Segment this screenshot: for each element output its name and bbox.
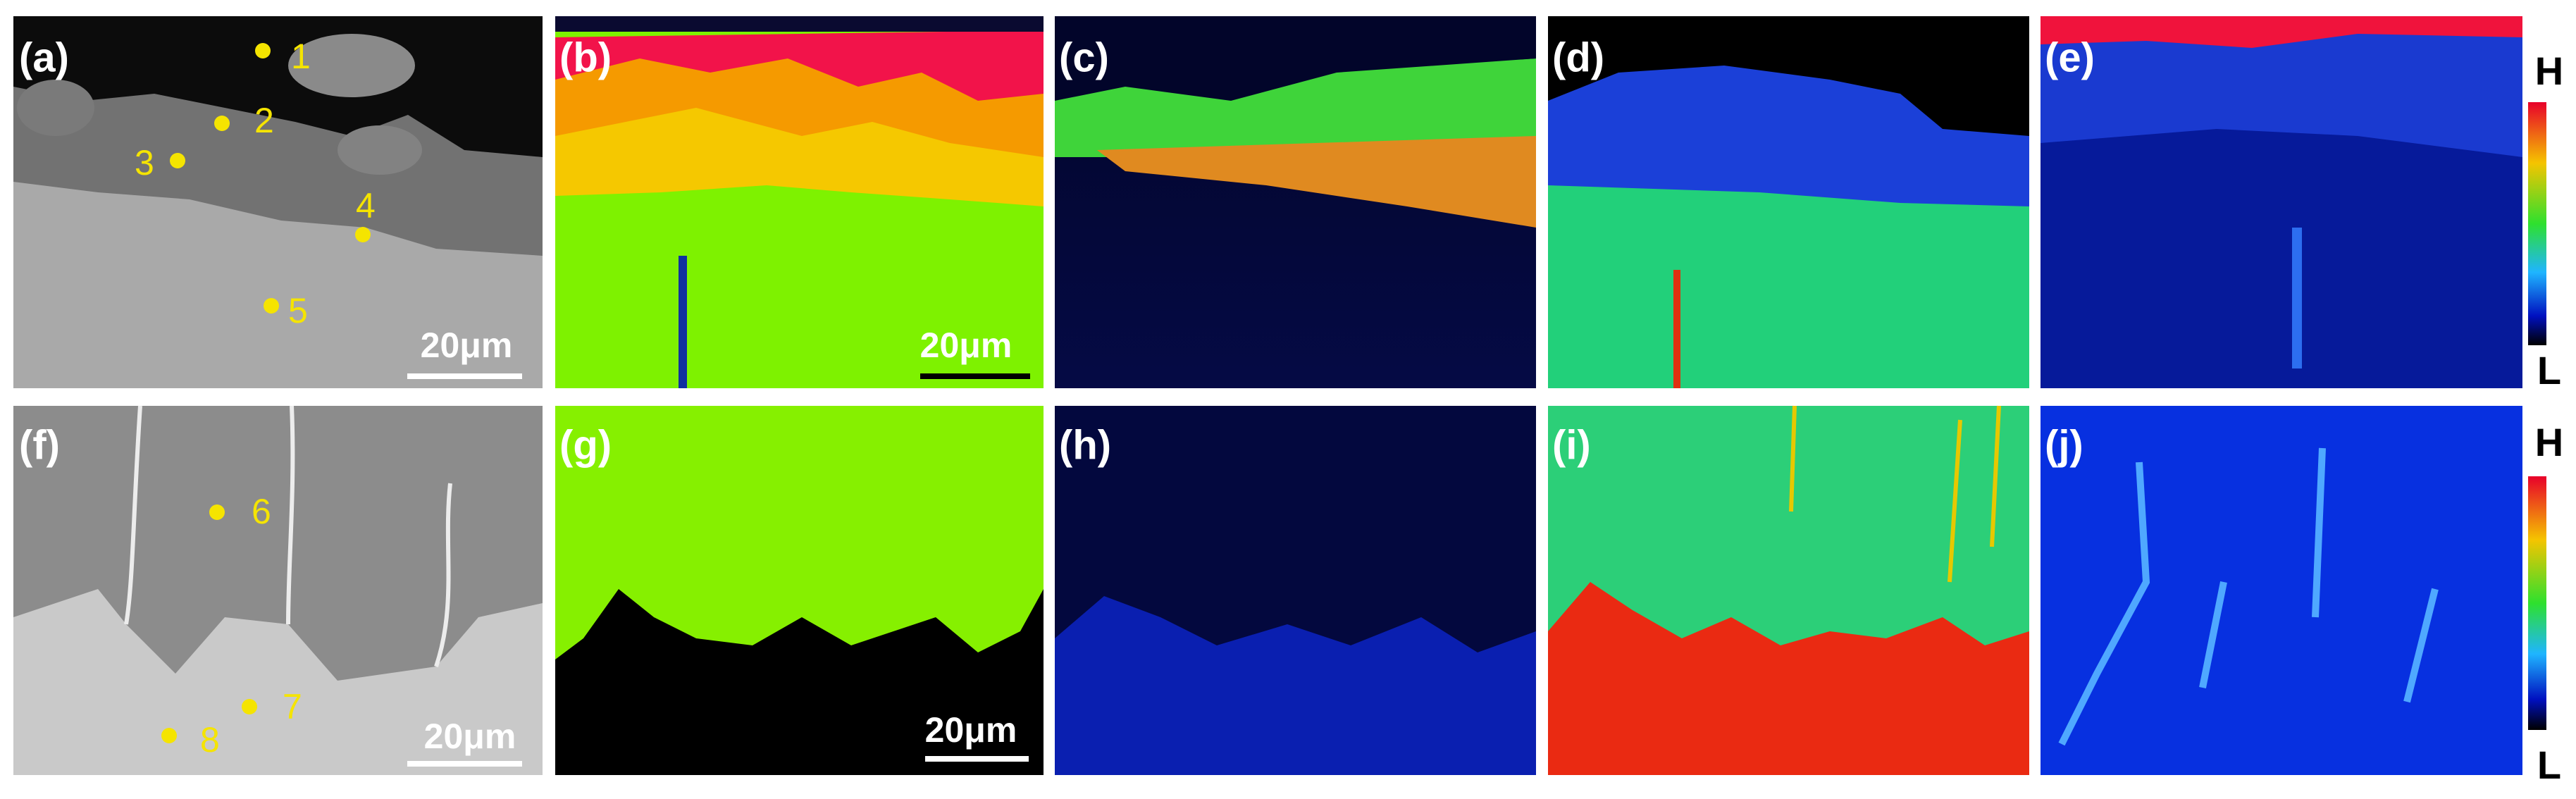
panel-g: (g) 20μm [555,406,1044,775]
point-marker [209,504,225,520]
image-region [1055,406,1536,652]
scale-bar-label: 20μm [421,326,513,365]
point-marker [242,699,257,714]
image-region [2041,16,2522,157]
image-region [2041,16,2522,48]
panel-label: (h) [1059,422,1111,468]
scale-bar-label: 20μm [920,326,1013,365]
colorbar-low: L [2537,348,2561,392]
point-label: 3 [135,143,154,182]
panel-j: (j) [2041,406,2522,775]
panel-e: (e) [2041,16,2522,388]
image-region [679,256,687,388]
panel-label: (a) [19,35,69,80]
point-marker [255,43,271,58]
colorbar [2528,476,2546,730]
colorbar [2528,102,2546,345]
image-region [1789,405,2001,583]
panel-label: (j) [2045,422,2083,468]
image-region [1097,136,1536,228]
image-region [338,125,422,175]
point-label: 6 [252,492,271,531]
panel-f: (f) 6 7 8 20μm [13,405,543,775]
panel-label: (b) [559,35,612,80]
point-marker [214,116,230,131]
panel-d: (d) [1548,16,2029,388]
point-label: 4 [356,186,376,225]
image-region [2292,228,2302,368]
image-region [13,589,543,775]
image-region [555,30,1044,101]
panel-label: (f) [19,422,60,468]
image-region [17,80,94,136]
panel-c: (c) [1055,16,1536,388]
image-region [124,405,452,667]
image-region [555,406,1044,659]
image-region [2041,406,2522,775]
panel-label: (c) [1059,35,1109,80]
panel-label: (g) [559,422,612,468]
image-region [288,34,415,97]
scale-bar-label: 20μm [424,717,516,756]
image-region [1548,16,2029,136]
point-marker [355,227,371,242]
image-region [1673,270,1680,388]
point-label: 8 [200,720,220,760]
colorbar-low: L [2537,743,2561,787]
point-label: 1 [291,37,311,76]
colorbar-high: H [2535,420,2563,464]
point-label: 2 [254,101,274,140]
point-label: 7 [283,687,302,726]
image-region [2058,447,2439,746]
image-region [1548,406,2029,645]
image-region [1055,16,1536,101]
point-marker [170,153,185,168]
panel-a: (a) 1 2 3 4 5 20μm [13,16,543,388]
point-marker [161,728,177,743]
panel-label: (d) [1552,35,1604,80]
panel-h: (h) [1055,406,1536,775]
panel-label: (i) [1552,422,1591,468]
panel-i: (i) [1548,405,2029,775]
colorbar-high: H [2535,49,2563,93]
panel-label: (e) [2045,35,2095,80]
image-region [13,16,543,157]
point-marker [264,298,279,314]
image-region [555,16,1044,32]
scale-bar-label: 20μm [925,710,1017,750]
point-label: 5 [288,291,308,330]
panel-b: (b) 20μm [555,16,1044,388]
